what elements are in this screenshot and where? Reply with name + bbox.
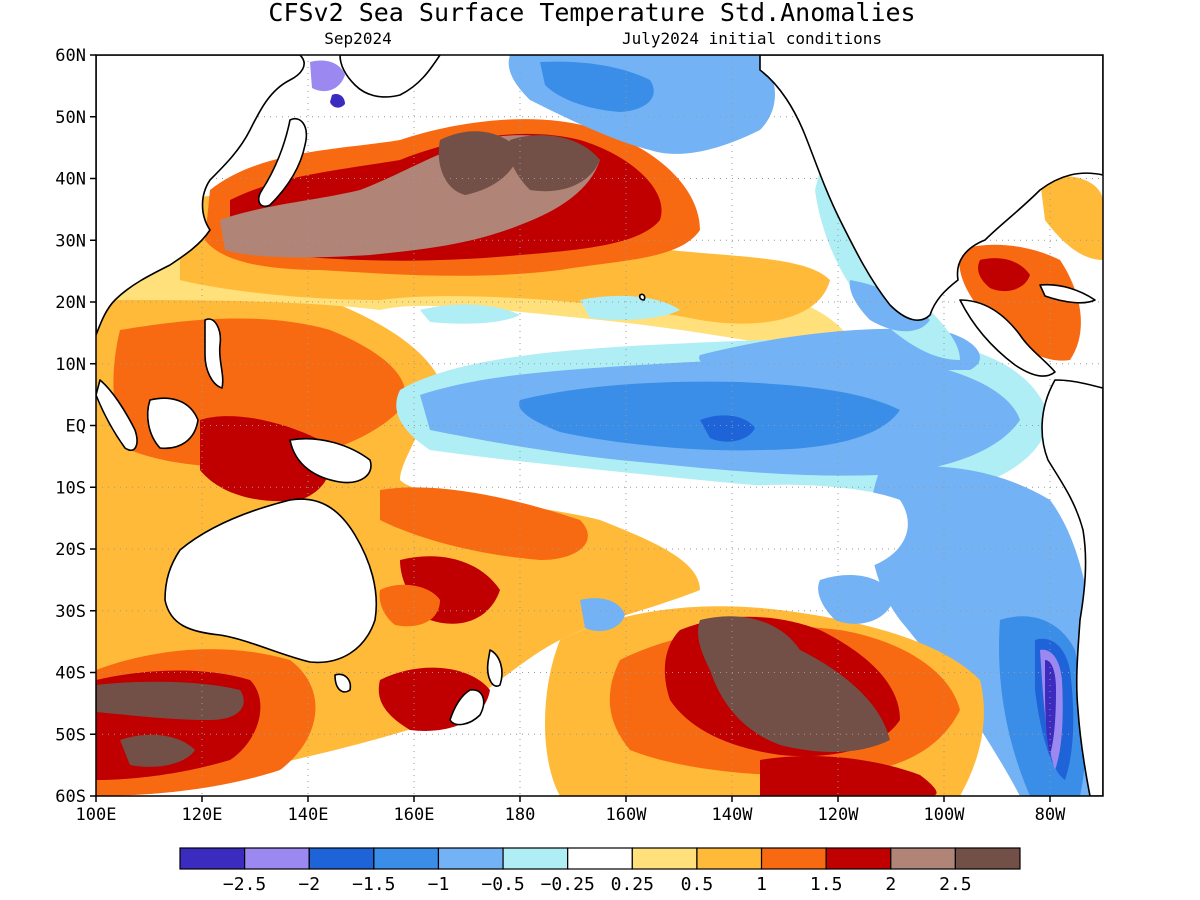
colorbar-label: 0.5 (681, 874, 714, 895)
colorbar-label: −2 (298, 874, 320, 895)
lat-tick-label: 30N (55, 231, 86, 251)
south-pacific-warm-tongue (380, 487, 588, 560)
anomaly-field (96, 55, 1103, 796)
north-pacific-cool-lanes (420, 304, 520, 324)
lat-tick-label: 40N (55, 170, 86, 190)
lat-tick-label: 50N (55, 108, 86, 128)
japan (258, 118, 308, 208)
equatorial-cold-patch (700, 415, 755, 442)
tasmania (334, 673, 352, 693)
central-america (959, 299, 1056, 377)
australia (164, 498, 378, 664)
southern-ocean-extreme-central (698, 616, 890, 752)
kamchatka (339, 55, 441, 98)
lon-tick-label: 160W (606, 805, 648, 825)
lat-tick-label: 20N (55, 293, 86, 313)
lon-tick-label: 120E (182, 805, 223, 825)
south-america (1041, 379, 1103, 796)
cuba (1039, 283, 1096, 304)
okhotsk-cool-spot (310, 60, 345, 92)
south-pacific-cool-patch-2 (818, 575, 895, 624)
asia-continent (96, 55, 305, 336)
lon-tick-label: 180 (505, 805, 536, 825)
colorbar-swatch (825, 847, 892, 870)
lat-tick-label: 10S (55, 478, 86, 498)
lat-tick-label: 40S (55, 664, 86, 684)
colorbar-swatch (696, 847, 763, 870)
lat-tick-label: EQ (66, 417, 86, 437)
colorbar-swatch (244, 847, 310, 870)
colorbar-label: 0.25 (611, 874, 654, 895)
sumatra (96, 379, 138, 452)
lon-tick-label: 160E (394, 805, 435, 825)
okhotsk-cold-core (330, 94, 345, 108)
lon-tick-label: 80W (1035, 805, 1066, 825)
forecast-month-label: Sep2024 (324, 29, 391, 48)
chile-coast-extreme-cold (1045, 660, 1056, 755)
coastlines (96, 55, 1103, 796)
southern-ocean-extreme-west-2 (120, 734, 195, 767)
new-zealand-north (486, 649, 503, 687)
initial-conditions-label: July2024 initial conditions (622, 29, 882, 48)
colorbar-label: −1 (428, 874, 450, 895)
lat-tick-label: 20S (55, 540, 86, 560)
colorbar-swatch (631, 847, 698, 870)
colorbar-swatch (308, 847, 375, 870)
lat-tick-label: 30S (55, 602, 86, 622)
equatorial-cool-core (519, 381, 900, 451)
colorbar-label: −1.5 (352, 874, 395, 895)
gulf-of-alaska-cool-core (540, 61, 654, 112)
colorbar-label: 1.5 (810, 874, 843, 895)
south-pacific-neutral (685, 484, 908, 572)
north-atlantic-warm (1040, 176, 1103, 260)
lon-tick-label: 100E (76, 805, 117, 825)
latitude-axis: 60N 50N 40N 30N 20N 10N EQ 10S 20S 30S 40S 50S 60S (55, 46, 96, 807)
philippines (204, 318, 224, 389)
maritime-continent-anomaly (200, 416, 331, 502)
colorbar-swatch (567, 847, 633, 870)
map-title: CFSv2 Sea Surface Temperature Std.Anomal… (268, 0, 915, 27)
lon-tick-label: 140W (712, 805, 754, 825)
north-america (759, 55, 1103, 321)
colorbar-swatch (373, 847, 440, 870)
colorbar-label: 1 (756, 874, 767, 895)
coral-sea-warm (379, 584, 440, 627)
caribbean-hot-spot (978, 258, 1030, 292)
south-pacific-cool-patch (580, 598, 625, 632)
lat-tick-label: 60S (55, 787, 86, 807)
colorbar-swatch (890, 847, 956, 870)
anomaly-map (96, 55, 1103, 796)
colorbar-label: −0.25 (541, 874, 595, 895)
lat-tick-label: 10N (55, 355, 86, 375)
colorbar-labels: −2.5 −2 −1.5 −1 −0.5 −0.25 0.25 0.5 1 1.5 2 2.5 (223, 874, 972, 895)
colorbar-swatch (502, 847, 569, 870)
north-pacific-extreme-core-east (508, 135, 600, 192)
colorbar-label: 2.5 (939, 874, 972, 895)
southern-ocean-hot-bottom (760, 755, 937, 796)
southern-ocean-extreme-west (96, 681, 244, 720)
colorbar-swatch (760, 847, 827, 870)
new-guinea (289, 437, 372, 484)
lon-tick-label: 140E (288, 805, 329, 825)
colorbar-swatch (179, 847, 246, 870)
longitude-axis: 100E 120E 140E 160E 180 160W 140W 120W 100W 80W (76, 796, 1066, 825)
north-pacific-extreme-core (438, 131, 520, 195)
colorbar-swatch (954, 847, 1021, 870)
colorbar-label: −2.5 (223, 874, 266, 895)
lat-tick-label: 60N (55, 46, 86, 66)
colorbar-swatch (437, 847, 504, 870)
colorbar (179, 847, 1021, 870)
colorbar-label: −0.5 (481, 874, 524, 895)
hawaii-islands (638, 293, 646, 301)
lat-tick-label: 50S (55, 725, 86, 745)
borneo (146, 397, 199, 449)
colorbar-label: 2 (885, 874, 896, 895)
new-zealand-south (449, 689, 485, 726)
lon-tick-label: 120W (818, 805, 860, 825)
lon-tick-label: 100W (924, 805, 966, 825)
